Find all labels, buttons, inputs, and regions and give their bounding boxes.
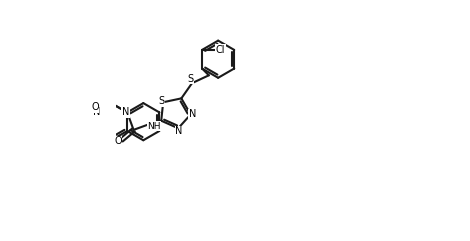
Text: N: N — [189, 109, 196, 120]
Text: NH: NH — [147, 122, 161, 131]
Text: N: N — [175, 126, 182, 136]
Text: Cl: Cl — [216, 45, 226, 55]
Text: N: N — [122, 107, 129, 117]
Text: O: O — [91, 102, 99, 112]
Text: O: O — [114, 136, 122, 146]
Text: S: S — [158, 96, 164, 106]
Text: S: S — [188, 74, 194, 84]
Text: N: N — [93, 107, 101, 117]
